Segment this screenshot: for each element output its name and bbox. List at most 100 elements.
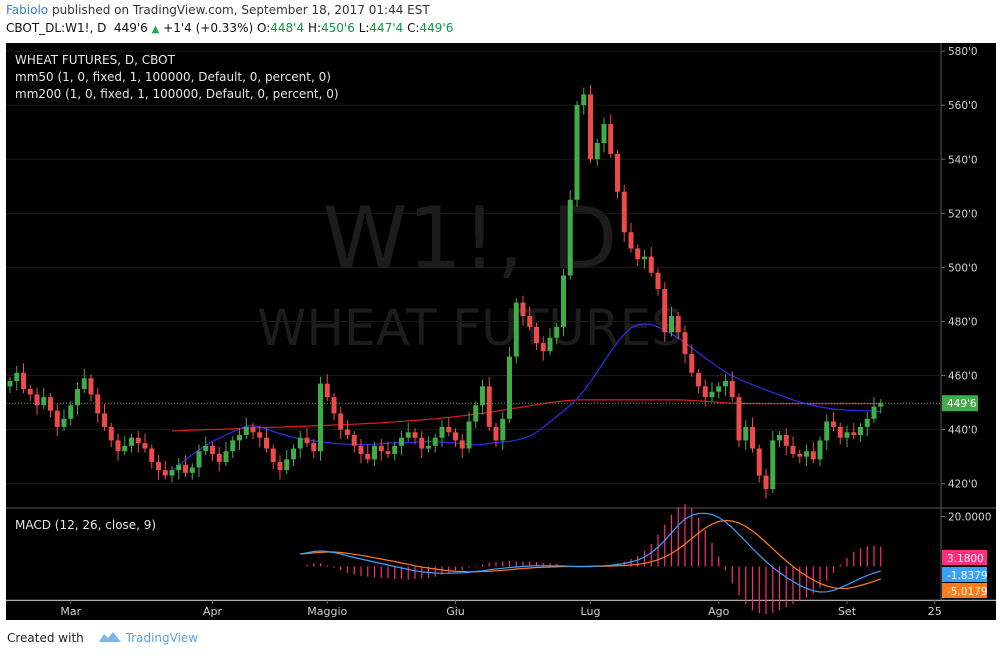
price-change: +1'4 (+0.33%)	[163, 21, 254, 35]
close-label: C:	[407, 21, 420, 35]
grid	[6, 50, 941, 485]
candle-body	[723, 380, 728, 387]
candle-body	[581, 94, 587, 106]
candle-body	[878, 403, 884, 407]
candle-body	[291, 448, 296, 460]
candle-body	[797, 453, 803, 457]
candle-body	[203, 445, 209, 452]
candle-body	[142, 443, 148, 449]
candle-body	[831, 421, 836, 427]
candle-body	[837, 426, 843, 438]
candle-body	[196, 451, 202, 468]
tradingview-logo-icon[interactable]	[98, 631, 122, 646]
candle-body	[358, 445, 364, 454]
price-tick-label: 500'0	[948, 262, 978, 274]
candle-body	[419, 437, 425, 449]
candle-body	[621, 191, 627, 233]
candle-body	[432, 437, 438, 446]
candle-body	[689, 353, 695, 373]
price-tick-label: 440'0	[948, 425, 978, 437]
time-axis[interactable]: Mar Apr Maggio Giu Lug Ago Set 25	[60, 600, 942, 618]
candle-body	[790, 445, 796, 454]
candle-body	[716, 386, 722, 392]
candle-body	[399, 437, 404, 446]
candle-body	[756, 448, 762, 476]
candle-body	[324, 383, 330, 398]
candle-body	[709, 391, 715, 398]
candle-body	[473, 405, 479, 422]
price-axis[interactable]: 420'0 440'0 460'0 480'0 500'0 520'0 540'0 560'0…	[6, 46, 991, 598]
candlestick-series[interactable]	[7, 84, 884, 499]
candle-body	[500, 418, 506, 441]
candle-body	[783, 435, 789, 446]
candle-body	[270, 448, 276, 463]
candle-body	[662, 289, 668, 333]
price-tick-label: 420'0	[948, 479, 978, 491]
created-with-text: Created with	[7, 631, 84, 645]
candle-body	[608, 124, 614, 154]
candle-body	[372, 445, 377, 460]
legend-ma200: mm200 (1, 0, fixed, 1, 100000, Default, …	[15, 87, 339, 101]
candle-body	[14, 372, 20, 381]
candle-body	[102, 413, 107, 427]
candle-body	[453, 432, 458, 441]
symbol-quote-bar: CBOT_DL:W1!, D 449'6 ▲ +1'4 (+0.33%) O:4…	[6, 21, 453, 35]
candle-body	[736, 397, 742, 441]
candle-body	[129, 437, 134, 446]
price-tick-label: 580'0	[948, 46, 978, 58]
publish-info: Fabiolo published on TradingView.com, Se…	[6, 3, 430, 17]
footer: Created with TradingView	[7, 631, 198, 646]
candle-body	[405, 432, 411, 438]
tradingview-brand[interactable]: TradingView	[125, 631, 199, 645]
symbol-label: CBOT_DL:W1!, D	[6, 21, 107, 35]
candle-body	[318, 383, 323, 452]
candle-body	[257, 432, 263, 438]
candle-body	[297, 437, 303, 449]
candle-body	[540, 343, 546, 352]
candle-body	[27, 389, 33, 395]
candle-body	[54, 410, 60, 427]
candle-body	[345, 429, 350, 436]
candle-body	[770, 440, 776, 490]
price-tick-label: 560'0	[948, 100, 978, 112]
candle-body	[729, 380, 735, 398]
candle-body	[763, 475, 769, 490]
close-value: 449'6	[419, 21, 454, 35]
candle-body	[493, 426, 499, 441]
candle-body	[628, 232, 634, 249]
candle-body	[210, 445, 215, 454]
watermark-name: WHEAT FUTURES	[257, 299, 683, 357]
candle-body	[561, 275, 566, 327]
candle-body	[250, 426, 256, 433]
candle-body	[351, 435, 357, 446]
candle-body	[61, 418, 67, 427]
candle-body	[426, 445, 431, 449]
candle-body	[534, 326, 539, 344]
candle-body	[520, 302, 526, 317]
candle-body	[108, 426, 114, 441]
macd-tick-label: 20.0000	[948, 512, 991, 524]
candle-body	[311, 443, 317, 452]
candle-body	[642, 256, 647, 260]
candle-body	[88, 378, 94, 395]
candle-body	[743, 426, 749, 441]
author-name[interactable]: Fabiolo	[6, 3, 49, 17]
candle-body	[331, 397, 337, 414]
candle-body	[439, 426, 445, 438]
candle-body	[34, 394, 40, 406]
legend-ma50: mm50 (1, 0, fixed, 1, 100000, Default, 0…	[15, 70, 331, 84]
time-axis-background	[6, 601, 996, 620]
time-tick-label: Mar	[60, 605, 81, 618]
candle-body	[567, 199, 573, 276]
time-tick-label: Apr	[203, 605, 223, 618]
candle-body	[176, 464, 182, 471]
candle-body	[547, 337, 553, 352]
candle-body	[851, 432, 857, 436]
candle-body	[237, 435, 242, 441]
candle-body	[68, 405, 74, 419]
low-label: L:	[358, 21, 370, 35]
candle-body	[682, 332, 688, 354]
price-tick-label: 480'0	[948, 316, 978, 328]
candle-body	[412, 432, 418, 438]
